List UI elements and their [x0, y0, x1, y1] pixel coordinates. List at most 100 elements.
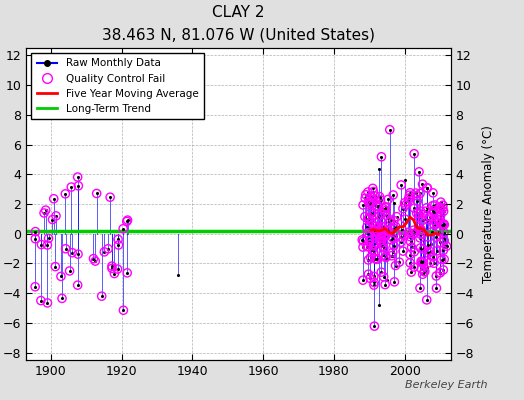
Point	[385, 219, 394, 225]
Point	[377, 269, 386, 275]
Point	[409, 227, 418, 234]
Point	[397, 234, 405, 241]
Point	[417, 208, 425, 214]
Point	[421, 268, 429, 275]
Point	[406, 238, 414, 245]
Point	[52, 213, 60, 219]
Point	[431, 202, 439, 208]
Point	[369, 249, 378, 256]
Point	[374, 224, 383, 231]
Point	[411, 190, 420, 196]
Point	[427, 241, 435, 247]
Point	[436, 206, 444, 213]
Point	[384, 228, 392, 234]
Point	[379, 232, 388, 239]
Point	[406, 260, 414, 266]
Point	[436, 199, 445, 205]
Point	[370, 223, 378, 230]
Point	[416, 190, 424, 196]
Point	[381, 281, 389, 288]
Point	[436, 212, 445, 218]
Point	[372, 240, 380, 246]
Point	[58, 295, 66, 302]
Point	[361, 214, 369, 220]
Point	[397, 239, 405, 245]
Point	[409, 231, 417, 237]
Point	[379, 226, 387, 233]
Point	[433, 248, 441, 254]
Point	[361, 216, 369, 223]
Point	[73, 174, 82, 180]
Point	[377, 240, 386, 246]
Point	[359, 238, 367, 244]
Point	[404, 198, 412, 204]
Point	[359, 277, 367, 283]
Point	[419, 271, 427, 278]
Point	[432, 220, 441, 226]
Point	[370, 323, 379, 329]
Point	[378, 223, 386, 230]
Point	[410, 248, 419, 255]
Point	[387, 237, 395, 243]
Point	[406, 190, 414, 196]
Point	[372, 223, 380, 229]
Point	[372, 240, 380, 246]
Point	[372, 227, 380, 233]
Point	[422, 297, 431, 303]
Point	[388, 253, 396, 259]
Point	[429, 254, 437, 260]
Point	[366, 254, 375, 260]
Point	[413, 198, 422, 204]
Point	[365, 214, 374, 221]
Point	[419, 259, 427, 266]
Point	[436, 199, 445, 205]
Point	[410, 205, 419, 211]
Point	[388, 252, 396, 259]
Point	[428, 228, 436, 235]
Point	[174, 272, 182, 278]
Point	[92, 190, 101, 197]
Point	[419, 246, 428, 252]
Point	[401, 216, 409, 222]
Point	[368, 202, 377, 208]
Point	[440, 229, 448, 236]
Point	[382, 232, 390, 239]
Point	[416, 235, 424, 241]
Point	[406, 190, 414, 196]
Point	[409, 231, 417, 237]
Point	[367, 220, 376, 226]
Point	[419, 260, 428, 266]
Point	[440, 208, 448, 214]
Point	[369, 273, 378, 280]
Point	[391, 232, 400, 239]
Point	[441, 242, 449, 249]
Point	[359, 244, 367, 250]
Point	[37, 241, 46, 248]
Point	[409, 227, 418, 234]
Point	[382, 253, 390, 260]
Point	[430, 260, 438, 266]
Point	[61, 191, 70, 197]
Point	[119, 307, 128, 314]
Point	[439, 205, 447, 211]
Point	[43, 242, 51, 248]
Point	[74, 251, 82, 257]
Point	[435, 270, 444, 276]
Point	[372, 219, 380, 226]
Point	[377, 229, 386, 235]
Point	[422, 265, 431, 271]
Point	[417, 258, 425, 264]
Point	[366, 202, 374, 208]
Point	[399, 206, 407, 212]
Point	[424, 250, 432, 256]
Point	[379, 206, 388, 212]
Point	[391, 262, 400, 269]
Point	[366, 275, 374, 282]
Point	[430, 210, 438, 216]
Point	[440, 208, 448, 214]
Point	[416, 285, 424, 291]
Point	[389, 249, 397, 255]
Point	[435, 228, 444, 235]
Point	[373, 203, 381, 209]
Point	[392, 214, 401, 220]
